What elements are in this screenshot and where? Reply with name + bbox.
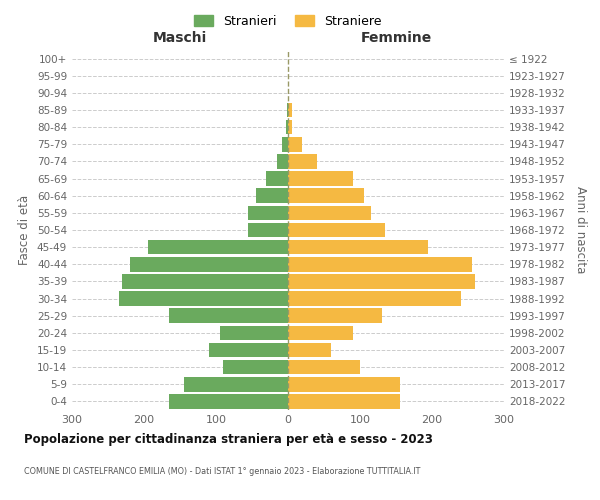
- Bar: [288, 292, 461, 306]
- Bar: [288, 206, 371, 220]
- Bar: [288, 342, 331, 357]
- Bar: [288, 274, 475, 288]
- Bar: [288, 222, 385, 238]
- Bar: [288, 240, 428, 254]
- Bar: [288, 360, 360, 374]
- Y-axis label: Fasce di età: Fasce di età: [19, 195, 31, 265]
- Bar: [223, 360, 288, 374]
- Bar: [288, 308, 382, 323]
- Bar: [119, 292, 288, 306]
- Bar: [287, 102, 288, 118]
- Bar: [122, 274, 288, 288]
- Legend: Stranieri, Straniere: Stranieri, Straniere: [191, 11, 385, 32]
- Bar: [286, 120, 288, 134]
- Bar: [148, 240, 288, 254]
- Bar: [248, 222, 288, 238]
- Bar: [288, 326, 353, 340]
- Bar: [266, 172, 288, 186]
- Bar: [220, 326, 288, 340]
- Bar: [288, 102, 292, 118]
- Text: Popolazione per cittadinanza straniera per età e sesso - 2023: Popolazione per cittadinanza straniera p…: [24, 432, 433, 446]
- Bar: [209, 342, 288, 357]
- Y-axis label: Anni di nascita: Anni di nascita: [574, 186, 587, 274]
- Text: Maschi: Maschi: [153, 31, 207, 45]
- Bar: [282, 137, 288, 152]
- Bar: [248, 206, 288, 220]
- Text: COMUNE DI CASTELFRANCO EMILIA (MO) - Dati ISTAT 1° gennaio 2023 - Elaborazione T: COMUNE DI CASTELFRANCO EMILIA (MO) - Dat…: [24, 468, 421, 476]
- Bar: [184, 377, 288, 392]
- Bar: [288, 137, 302, 152]
- Bar: [277, 154, 288, 168]
- Bar: [288, 257, 472, 272]
- Bar: [169, 394, 288, 408]
- Bar: [288, 120, 292, 134]
- Bar: [288, 394, 400, 408]
- Bar: [288, 377, 400, 392]
- Bar: [288, 154, 317, 168]
- Bar: [288, 188, 364, 203]
- Bar: [288, 172, 353, 186]
- Text: Femmine: Femmine: [361, 31, 431, 45]
- Bar: [169, 308, 288, 323]
- Bar: [256, 188, 288, 203]
- Bar: [130, 257, 288, 272]
